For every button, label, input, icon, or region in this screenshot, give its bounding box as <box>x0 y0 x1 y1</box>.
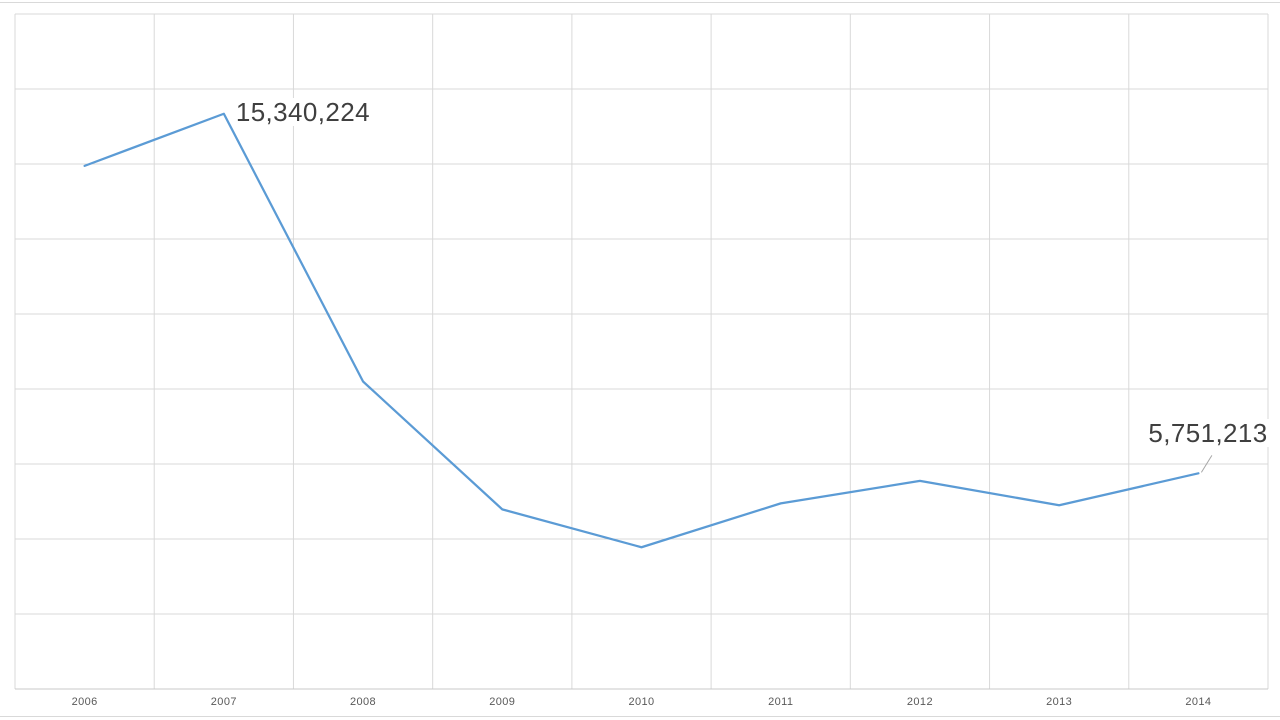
x-axis-tick-label: 2012 <box>906 696 933 708</box>
x-axis-tick-label: 2013 <box>1046 696 1073 708</box>
data-point-label: 15,340,224 <box>234 97 371 128</box>
x-axis-tick-label: 2011 <box>768 696 794 708</box>
x-axis-tick-label: 2008 <box>350 696 377 708</box>
data-point-label: 5,751,213 <box>1147 418 1269 449</box>
x-axis-tick-label: 2010 <box>628 696 655 708</box>
x-axis-tick-label: 2007 <box>210 696 237 708</box>
series-line <box>83 112 1200 549</box>
x-axis-tick-label: 2014 <box>1185 696 1212 708</box>
x-axis-tick-label: 2009 <box>489 696 516 708</box>
data-label-leader-line <box>1200 455 1213 473</box>
x-axis-tick-label: 2006 <box>71 696 98 708</box>
